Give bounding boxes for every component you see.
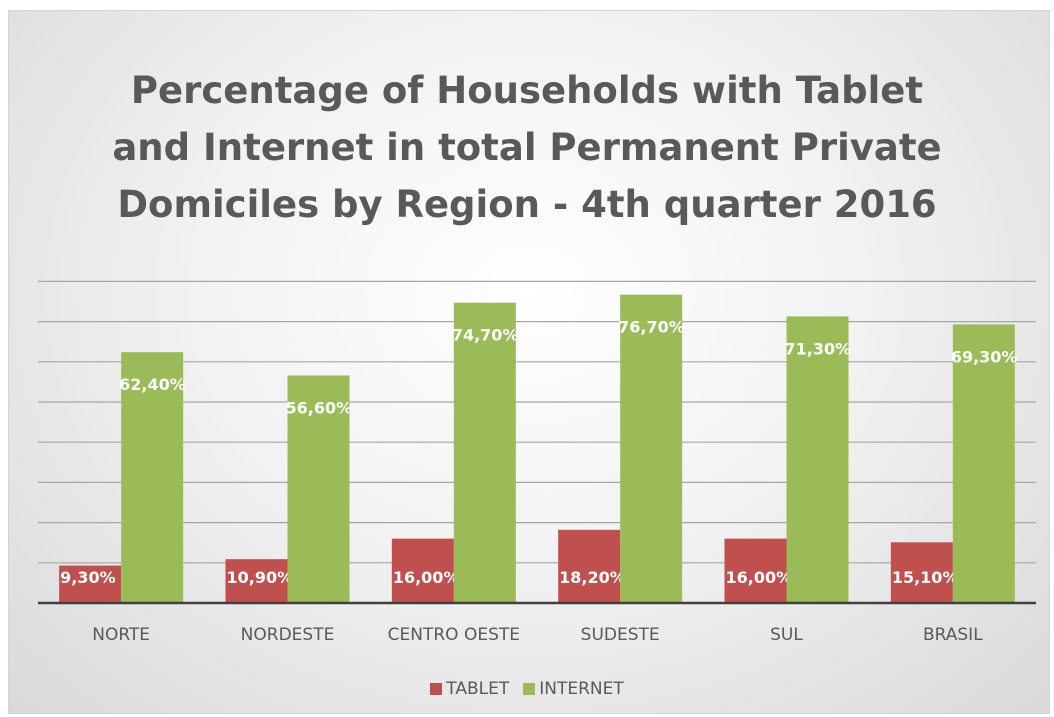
x-tick-label: BRASIL [923,625,983,645]
data-label-internet: 62,40% [119,375,186,394]
data-label-tablet: 16,00% [393,568,460,587]
data-label-internet: 71,30% [785,339,852,358]
data-label-tablet: 15,10% [892,568,959,587]
bar-internet [620,294,683,603]
bar-internet [786,316,849,603]
legend-item-tablet: TABLET [430,679,509,699]
data-label-tablet: 18,20% [559,568,626,587]
x-tick-label: CENTRO OESTE [388,625,520,645]
x-tick-label: NORDESTE [241,625,335,645]
data-label-tablet: 16,00% [726,568,793,587]
chart-legend: TABLET INTERNET [0,674,1054,704]
bar-internet [952,324,1015,603]
data-label-internet: 69,30% [951,347,1018,366]
data-label-tablet: 10,90% [227,568,294,587]
chart-title-line-1: Percentage of Households with Tablet [130,69,924,112]
chart-title: Percentage of Households with Tablet and… [0,62,1054,233]
chart-title-line-3: Domiciles by Region - 4th quarter 2016 [117,183,937,226]
x-tick-label: NORTE [92,625,150,645]
data-label-internet: 74,70% [452,326,519,345]
bar-tablet [225,559,288,603]
bar-internet [287,375,350,603]
data-label-tablet: 9,30% [60,568,116,587]
legend-item-internet: INTERNET [523,679,624,699]
legend-label-internet: INTERNET [539,679,624,699]
x-tick-label: SUL [770,625,803,645]
x-tick-label: SUDESTE [581,625,660,645]
bar-tablet [724,538,787,603]
chart-title-line-2: and Internet in total Permanent Private [112,126,942,169]
bar-tablet [391,538,454,603]
bar-internet [453,302,516,603]
bar-tablet [59,565,122,603]
bar-tablet [558,529,621,603]
bar-internet [121,352,184,603]
legend-label-tablet: TABLET [446,679,510,699]
legend-swatch-tablet [430,683,443,695]
data-label-internet: 76,70% [618,318,685,337]
legend-swatch-internet [523,683,536,695]
data-label-internet: 56,60% [286,398,353,417]
bar-tablet [890,542,953,603]
